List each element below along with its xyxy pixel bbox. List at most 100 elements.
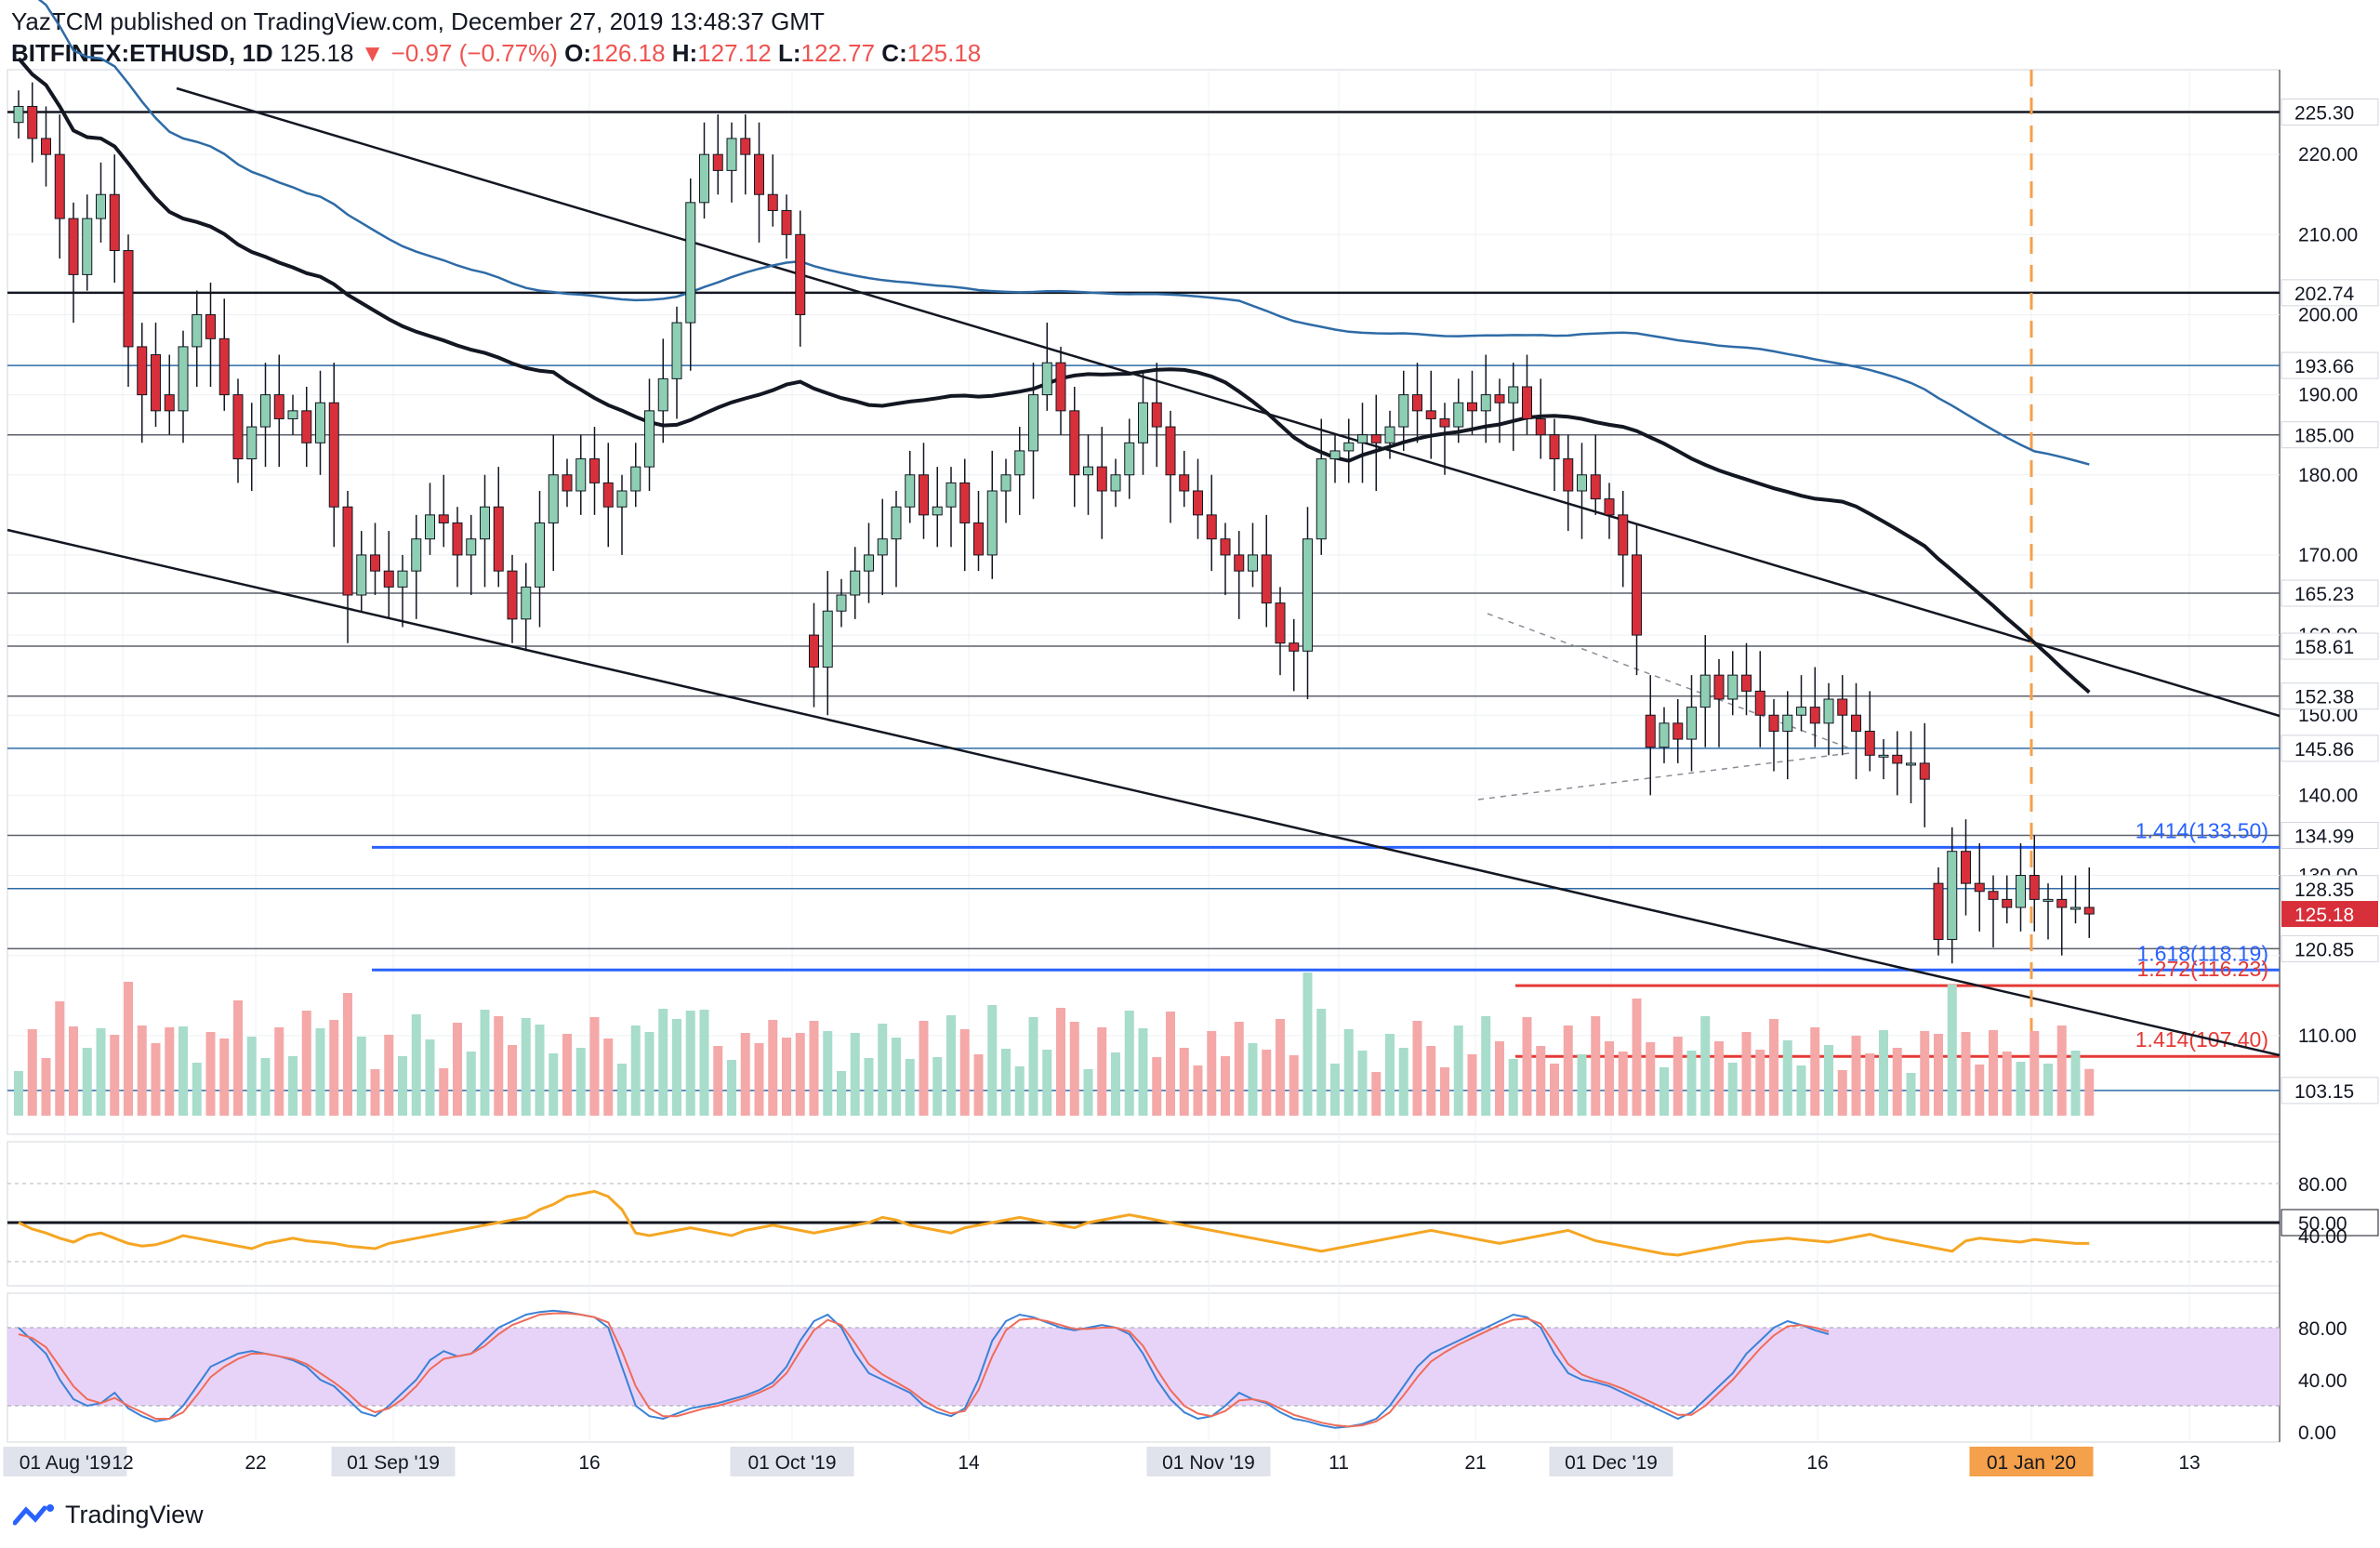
x-label-box	[1146, 1447, 1271, 1476]
candle-body	[1494, 394, 1505, 404]
candle-body	[616, 490, 628, 508]
candle-body	[1699, 674, 1711, 708]
price-change: −0.97 (−0.77%)	[390, 39, 558, 67]
volume-bar	[1111, 1052, 1120, 1116]
candle-body	[1165, 426, 1176, 476]
tradingview-logo[interactable]: TradingView	[13, 1501, 204, 1529]
x-axis-label: 01 Aug '19	[20, 1452, 112, 1474]
candle-body	[1124, 442, 1135, 476]
candle-body	[2070, 906, 2081, 910]
volume-bar	[55, 1001, 65, 1116]
candle-body	[630, 466, 641, 492]
volume-bar	[178, 1026, 188, 1116]
volume-bar	[809, 1021, 819, 1116]
volume-bar	[1302, 972, 1313, 1116]
candle-body	[1768, 714, 1779, 732]
candle-body	[864, 554, 874, 572]
volume-bar	[644, 1032, 654, 1116]
candle-body	[397, 570, 408, 588]
volume-bar	[233, 1000, 243, 1116]
candle-body	[1919, 762, 1930, 780]
candle-body	[959, 482, 971, 523]
high-label: H:	[671, 39, 698, 67]
volume-bar	[2043, 1064, 2053, 1116]
volume-bar	[1124, 1011, 1134, 1116]
candle-body	[535, 522, 545, 588]
volume-bar	[1316, 1009, 1327, 1116]
volume-bar	[1426, 1046, 1436, 1116]
y-axis-tick: 200.00	[2298, 304, 2358, 325]
volume-bar	[1741, 1032, 1752, 1116]
candle-body	[836, 594, 847, 612]
candle-body	[1809, 707, 1820, 724]
volume-bar	[1508, 1059, 1518, 1116]
volume-bar	[453, 1023, 462, 1116]
candle-body	[1289, 642, 1300, 652]
candle-body	[41, 138, 51, 155]
candle-body	[27, 105, 38, 139]
candle-body	[1453, 402, 1464, 428]
x-axis-label: 16	[1806, 1452, 1828, 1474]
level-price-box	[2281, 632, 2379, 660]
candle-body	[1329, 450, 1341, 460]
candle-body	[1851, 714, 1861, 732]
candle-body	[1014, 450, 1025, 476]
volume-bar	[850, 1033, 860, 1116]
candle-body	[945, 482, 957, 508]
volume-bar	[754, 1043, 764, 1116]
volume-bar	[1700, 1016, 1711, 1116]
candle-body	[109, 193, 120, 252]
volume-bar	[946, 1015, 956, 1116]
candle-body	[151, 354, 161, 412]
volume-bar	[740, 1033, 750, 1116]
candle-body	[1906, 762, 1916, 766]
candle-body	[1261, 554, 1272, 604]
volume-bar	[69, 1026, 78, 1116]
candle-body	[1275, 602, 1286, 644]
x-axis-label: 11	[1329, 1452, 1349, 1474]
y-axis-tick: 180.00	[2298, 465, 2358, 486]
volume-bar	[1289, 1055, 1299, 1116]
volume-bar	[932, 1057, 943, 1116]
level-price-box	[2281, 1077, 2379, 1105]
tradingview-wordmark: TradingView	[65, 1501, 204, 1528]
candle-body	[287, 410, 298, 419]
volume-bar	[1398, 1048, 1408, 1116]
candle-body	[192, 313, 203, 348]
candle-body	[877, 538, 888, 556]
candle-body	[1357, 434, 1368, 443]
volume-bar	[151, 1043, 161, 1116]
candle-body	[452, 522, 463, 556]
candle-body	[164, 394, 175, 412]
volume-bar	[1440, 1067, 1449, 1116]
volume-bar	[1193, 1065, 1203, 1116]
last-price: 125.18	[279, 39, 354, 67]
candle-body	[1179, 474, 1190, 492]
last-price-box	[2281, 901, 2378, 928]
volume-bar	[508, 1045, 517, 1116]
volume-bar	[192, 1063, 202, 1116]
candle-body	[123, 250, 134, 348]
level-price-box	[2281, 934, 2379, 962]
volume-bar	[1782, 1040, 1792, 1116]
volume-bar	[1412, 1021, 1422, 1116]
candle-body	[301, 410, 312, 443]
volume-bar	[535, 1025, 545, 1116]
volume-bar	[1577, 1054, 1587, 1116]
volume-bar	[1001, 1049, 1011, 1116]
volume-bar	[246, 1037, 257, 1116]
volume-bar	[2070, 1051, 2081, 1116]
candle-body	[1302, 538, 1313, 652]
candle-body	[13, 105, 24, 124]
candle-body	[1632, 554, 1642, 636]
volume-bar	[219, 1039, 230, 1116]
volume-bar	[1207, 1031, 1217, 1116]
volume-bar	[919, 1021, 929, 1116]
x-label-box	[1549, 1447, 1673, 1476]
level-price-label: 128.35	[2294, 880, 2354, 901]
symbol-label[interactable]: BITFINEX:ETHUSD, 1D	[11, 39, 273, 67]
volume-bar	[1714, 1041, 1724, 1116]
volume-bar	[1028, 1017, 1038, 1116]
candle-body	[1398, 394, 1409, 428]
